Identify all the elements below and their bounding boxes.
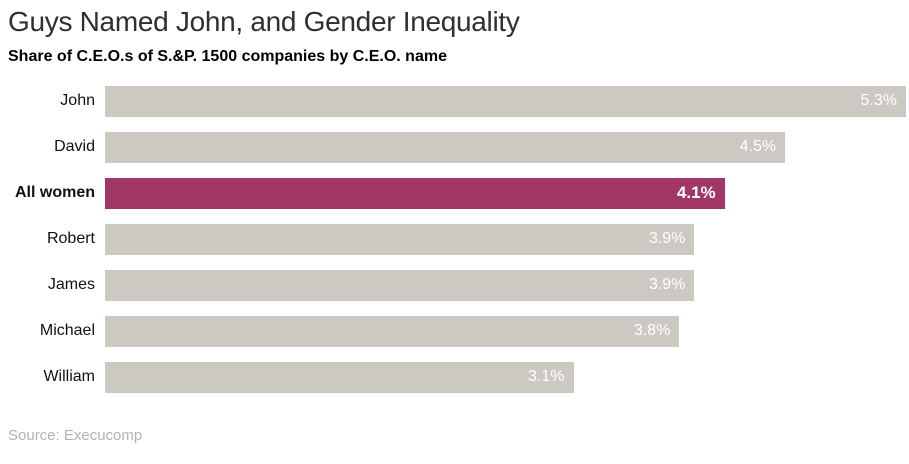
bar-row: John 5.3%: [0, 85, 909, 117]
bar-value-label: 3.9%: [648, 276, 686, 294]
bar-row: Robert 3.9%: [0, 223, 909, 255]
bar: 3.9%: [105, 223, 695, 255]
bar: 3.8%: [105, 315, 680, 347]
bar-value-label: 4.1%: [676, 183, 716, 203]
bar-value-label: 3.8%: [633, 322, 671, 340]
bar: 3.9%: [105, 269, 695, 301]
bar: 4.5%: [105, 131, 786, 163]
bar-track: 5.3%: [105, 85, 906, 117]
bar-value-label: 3.9%: [648, 230, 686, 248]
bar-row: All women 4.1%: [0, 177, 909, 209]
bar-track: 3.8%: [105, 315, 906, 347]
bar-row: David 4.5%: [0, 131, 909, 163]
bar-category-label: John: [60, 92, 95, 110]
bar-track: 3.1%: [105, 361, 906, 393]
bar: 5.3%: [105, 85, 906, 117]
bar-track: 4.1%: [105, 177, 906, 209]
bar-category-label: David: [54, 138, 95, 156]
bar-track: 3.9%: [105, 223, 906, 255]
bar-value-label: 4.5%: [739, 138, 777, 156]
bar-category-label: All women: [14, 184, 95, 202]
bar-row: Michael 3.8%: [0, 315, 909, 347]
bar-chart: John 5.3% David 4.5% All women 4.1% Robert 3.9%…: [0, 85, 909, 393]
bar-row: William 3.1%: [0, 361, 909, 393]
source-note: Source: Execucomp: [8, 427, 143, 444]
bar-category-label: James: [47, 276, 95, 294]
bar-highlighted: 4.1%: [105, 177, 725, 209]
bar-track: 3.9%: [105, 269, 906, 301]
bar-row: James 3.9%: [0, 269, 909, 301]
bar-category-label: Robert: [46, 230, 95, 248]
bar-rows: John 5.3% David 4.5% All women 4.1% Robert 3.9%…: [0, 85, 909, 393]
chart-title: Guys Named John, and Gender Inequality: [8, 6, 520, 37]
bar-value-label: 3.1%: [528, 368, 565, 386]
bar-category-label: Michael: [39, 322, 95, 340]
bar: 3.1%: [105, 361, 574, 393]
bar-track: 4.5%: [105, 131, 906, 163]
bar-value-label: 5.3%: [860, 92, 897, 110]
chart-header: Guys Named John, and Gender Inequality S…: [0, 0, 909, 66]
bar-category-label: William: [43, 368, 95, 386]
chart-subtitle: Share of C.E.O.s of S.&P. 1500 companies…: [8, 48, 447, 66]
